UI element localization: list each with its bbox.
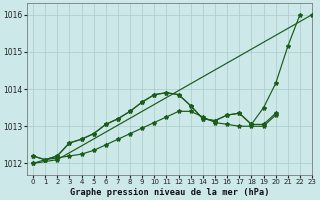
X-axis label: Graphe pression niveau de la mer (hPa): Graphe pression niveau de la mer (hPa) [70, 188, 269, 197]
